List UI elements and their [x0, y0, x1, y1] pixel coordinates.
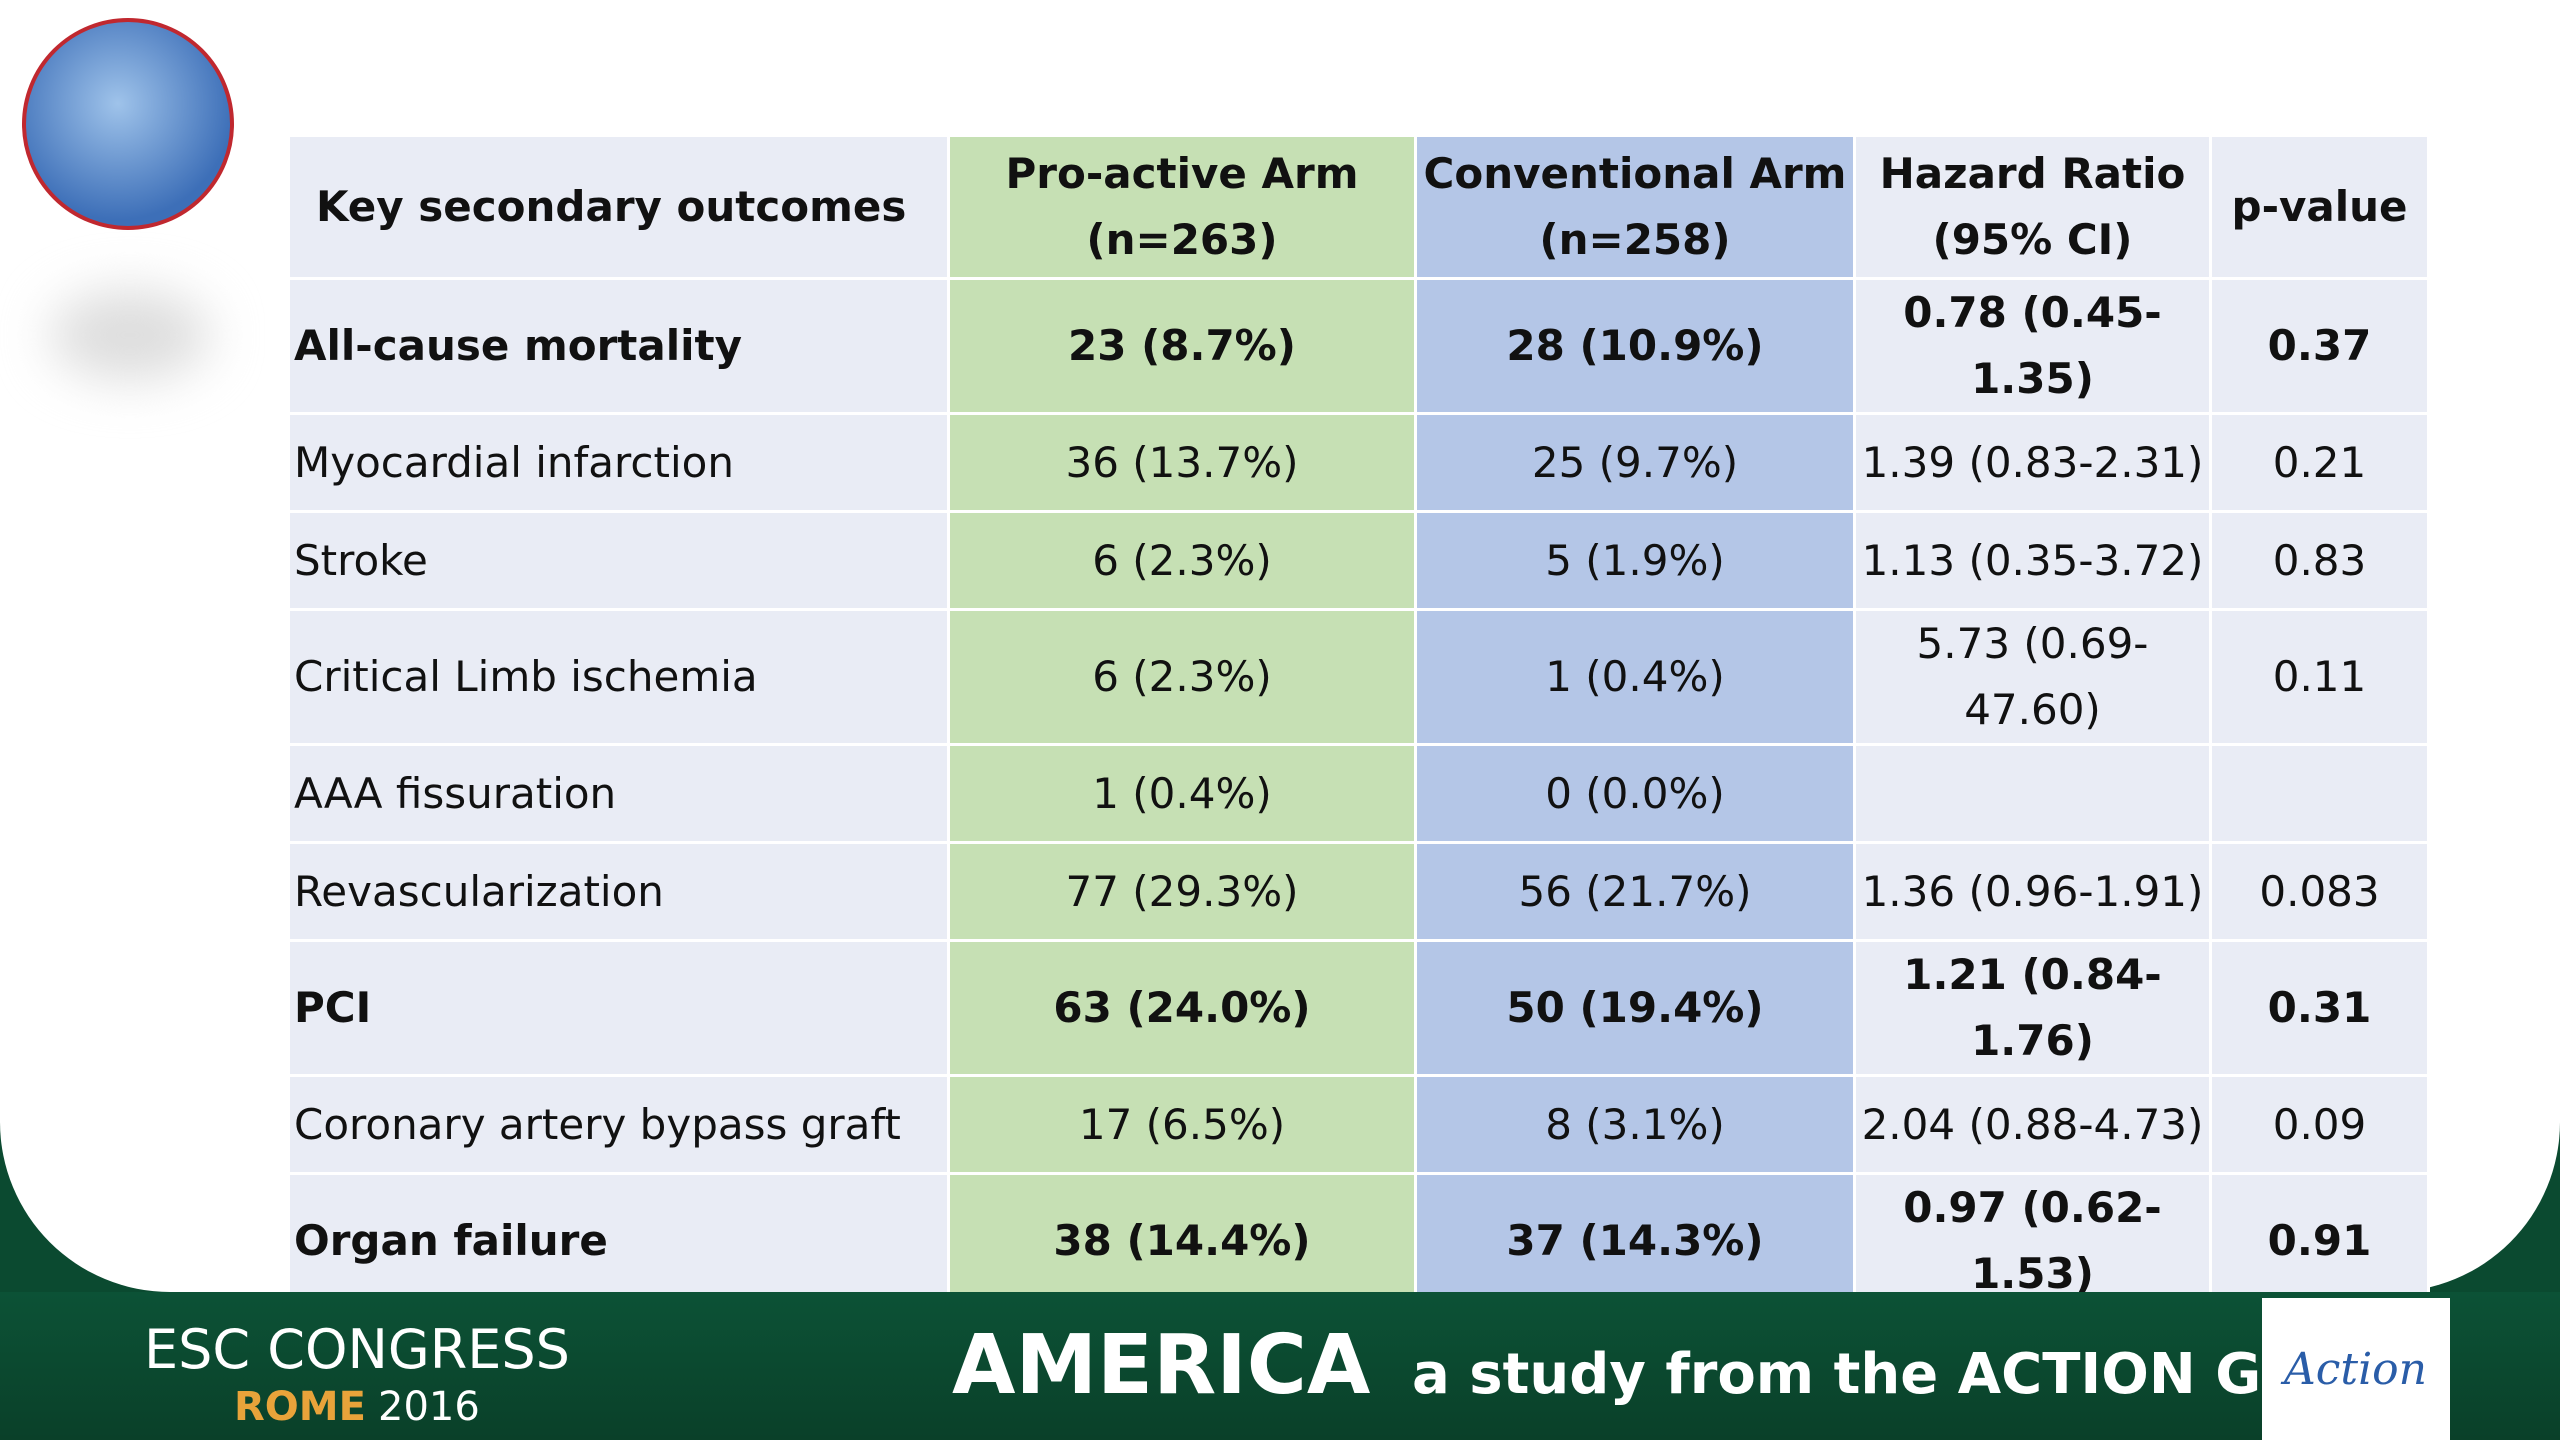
table-cell: AAA fissuration [287, 743, 950, 844]
tagline: a study from the ACTION Group [1412, 1342, 2408, 1407]
table-cell: 1.39 (0.83-2.31) [1853, 412, 2212, 513]
table-row: PCI 63 (24.0%) 50 (19.4%) 1.21 (0.84-1.76) 0… [287, 939, 2430, 1077]
table-row: All-cause mortality 23 (8.7%) 28 (10.9%) 0.… [287, 277, 2430, 415]
table-cell: Critical Limb ischemia [287, 608, 950, 746]
table-cell: 6 (2.3%) [947, 608, 1417, 746]
city: ROME [234, 1384, 366, 1430]
header-cell: Pro-active Arm (n=263) [947, 134, 1417, 280]
table-cell: 0.31 [2209, 939, 2430, 1077]
header-row: Key secondary outcomes Pro-active Arm (n=… [287, 134, 2430, 280]
study-name: AMERICA [952, 1318, 1371, 1413]
table-cell: 17 (6.5%) [947, 1074, 1417, 1175]
table-cell: Revascularization [287, 841, 950, 942]
table-cell: PCI [287, 939, 950, 1077]
table-cell: 37 (14.3%) [1414, 1172, 1856, 1310]
header-cell: Key secondary outcomes [287, 134, 950, 280]
table-cell: Coronary artery bypass graft [287, 1074, 950, 1175]
table-cell: 0.83 [2209, 510, 2430, 611]
header-cell: Hazard Ratio (95% CI) [1853, 134, 2212, 280]
table-cell: 56 (21.7%) [1414, 841, 1856, 942]
outcomes-table: Key secondary outcomes Pro-active Arm (n=… [287, 134, 2430, 1310]
table-cell: 1 (0.4%) [1414, 608, 1856, 746]
table-cell: 1.13 (0.35-3.72) [1853, 510, 2212, 611]
table-cell: 1.36 (0.96-1.91) [1853, 841, 2212, 942]
table-row: Revascularization 77 (29.3%) 56 (21.7%) 1.3… [287, 841, 2430, 942]
table-cell: 5.73 (0.69-47.60) [1853, 608, 2212, 746]
table-cell: 2.04 (0.88-4.73) [1853, 1074, 2212, 1175]
table-cell: 50 (19.4%) [1414, 939, 1856, 1077]
table-cell: 1 (0.4%) [947, 743, 1417, 844]
table-cell: Stroke [287, 510, 950, 611]
table-cell: 77 (29.3%) [947, 841, 1417, 942]
table-row: Stroke 6 (2.3%) 5 (1.9%) 1.13 (0.35-3.72) 0.… [287, 510, 2430, 611]
table-cell: 5 (1.9%) [1414, 510, 1856, 611]
statue-logo [22, 18, 234, 230]
table-cell: 38 (14.4%) [947, 1172, 1417, 1310]
table-row: AAA fissuration 1 (0.4%) 0 (0.0%) [287, 743, 2430, 844]
table-cell: Myocardial infarction [287, 412, 950, 513]
table-cell: 0.37 [2209, 277, 2430, 415]
header-cell: Conventional Arm (n=258) [1414, 134, 1856, 280]
table-cell: 36 (13.7%) [947, 412, 1417, 513]
table-cell: 0.97 (0.62-1.53) [1853, 1172, 2212, 1310]
shadow [50, 290, 210, 380]
table-cell: Organ failure [287, 1172, 950, 1310]
table-cell: 28 (10.9%) [1414, 277, 1856, 415]
table-row: Myocardial infarction 36 (13.7%) 25 (9.7%)… [287, 412, 2430, 513]
table-cell: 6 (2.3%) [947, 510, 1417, 611]
table-row: Organ failure 38 (14.4%) 37 (14.3%) 0.97 (0… [287, 1172, 2430, 1310]
table-cell: 0.09 [2209, 1074, 2430, 1175]
header-cell: p-value [2209, 134, 2430, 280]
table-cell: 63 (24.0%) [947, 939, 1417, 1077]
table-body: All-cause mortality 23 (8.7%) 28 (10.9%) 0.… [287, 277, 2430, 1310]
footer-band [0, 1292, 2560, 1440]
logo-text: Action [2284, 1344, 2427, 1395]
table-cell: 0.083 [2209, 841, 2430, 942]
table-cell [1853, 743, 2212, 844]
table-cell: All-cause mortality [287, 277, 950, 415]
table-cell: 0 (0.0%) [1414, 743, 1856, 844]
action-logo: Action [2262, 1298, 2450, 1440]
table-cell: 25 (9.7%) [1414, 412, 1856, 513]
table-row: Coronary artery bypass graft 17 (6.5%) 8 (… [287, 1074, 2430, 1175]
table-cell: 0.11 [2209, 608, 2430, 746]
table-cell: 0.78 (0.45-1.35) [1853, 277, 2212, 415]
table-cell: 0.91 [2209, 1172, 2430, 1310]
table-cell: 0.21 [2209, 412, 2430, 513]
congress: ESC CONGRESS [144, 1318, 570, 1381]
year: 2016 [378, 1384, 480, 1430]
table-cell [2209, 743, 2430, 844]
table-cell: 1.21 (0.84-1.76) [1853, 939, 2212, 1077]
table-row: Critical Limb ischemia 6 (2.3%) 1 (0.4%) 5.… [287, 608, 2430, 746]
table-cell: 8 (3.1%) [1414, 1074, 1856, 1175]
table-cell: 23 (8.7%) [947, 277, 1417, 415]
